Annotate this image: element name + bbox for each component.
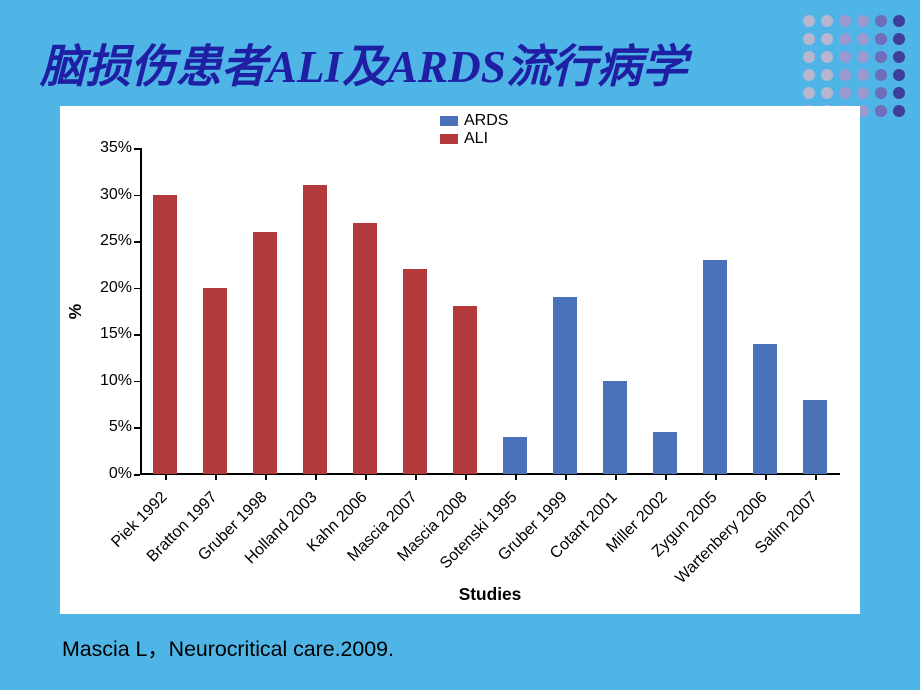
y-tick-label: 25%	[86, 232, 132, 250]
deco-dot	[821, 87, 833, 99]
bar	[803, 400, 827, 475]
deco-dot	[839, 33, 851, 45]
deco-dot	[857, 87, 869, 99]
deco-dot	[839, 87, 851, 99]
bar	[203, 288, 227, 474]
deco-dot	[803, 51, 815, 63]
legend-label-ards: ARDS	[464, 112, 508, 129]
bar	[403, 269, 427, 474]
deco-dot	[893, 69, 905, 81]
deco-dot	[893, 105, 905, 117]
deco-dot	[875, 51, 887, 63]
legend-item-ards: ARDS	[440, 112, 508, 130]
y-tick-label: 20%	[86, 279, 132, 297]
corner-dots-icon	[800, 12, 908, 120]
deco-dot	[875, 105, 887, 117]
bar	[253, 232, 277, 474]
deco-dot	[857, 33, 869, 45]
deco-dot	[821, 15, 833, 27]
deco-dot	[857, 15, 869, 27]
slide-title: 脑损伤患者ALI及ARDS流行病学	[40, 30, 687, 96]
deco-dot	[893, 51, 905, 63]
deco-dot	[803, 15, 815, 27]
chart-panel: ARDS ALI % Studies 0%5%10%15%20%25%30%35…	[60, 106, 860, 614]
y-tick-label: 10%	[86, 372, 132, 390]
deco-dot	[839, 51, 851, 63]
deco-dot	[893, 15, 905, 27]
deco-dot	[839, 69, 851, 81]
y-tick-label: 5%	[86, 418, 132, 436]
slide: { "slide": { "background_color": "#4fb4e…	[0, 0, 920, 690]
citation: Mascia L，Neurocritical care.2009.	[62, 632, 394, 663]
bar	[153, 195, 177, 474]
deco-dot	[875, 33, 887, 45]
deco-dot	[821, 51, 833, 63]
deco-dot	[893, 33, 905, 45]
deco-dot	[803, 69, 815, 81]
deco-dot	[803, 87, 815, 99]
deco-dot	[875, 69, 887, 81]
bar	[303, 185, 327, 474]
y-tick-label: 0%	[86, 465, 132, 483]
bar	[653, 432, 677, 474]
y-tick-label: 35%	[86, 139, 132, 157]
bar	[503, 437, 527, 474]
deco-dot	[893, 87, 905, 99]
bar	[553, 297, 577, 474]
deco-dot	[875, 15, 887, 27]
deco-dot	[857, 69, 869, 81]
legend: ARDS ALI	[440, 112, 508, 148]
deco-dot	[857, 51, 869, 63]
deco-dot	[875, 87, 887, 99]
deco-dot	[803, 33, 815, 45]
legend-swatch-ards	[440, 116, 458, 126]
bar	[753, 344, 777, 474]
y-axis-label: %	[65, 304, 86, 319]
legend-label-ali: ALI	[464, 130, 488, 147]
deco-dot	[821, 69, 833, 81]
deco-dot	[821, 33, 833, 45]
deco-dot	[839, 15, 851, 27]
bar	[603, 381, 627, 474]
y-tick-label: 30%	[86, 186, 132, 204]
bar	[453, 306, 477, 474]
y-tick-label: 15%	[86, 325, 132, 343]
legend-item-ali: ALI	[440, 130, 508, 148]
bar	[703, 260, 727, 474]
plot-area	[140, 148, 840, 474]
bar	[353, 223, 377, 474]
legend-swatch-ali	[440, 134, 458, 144]
